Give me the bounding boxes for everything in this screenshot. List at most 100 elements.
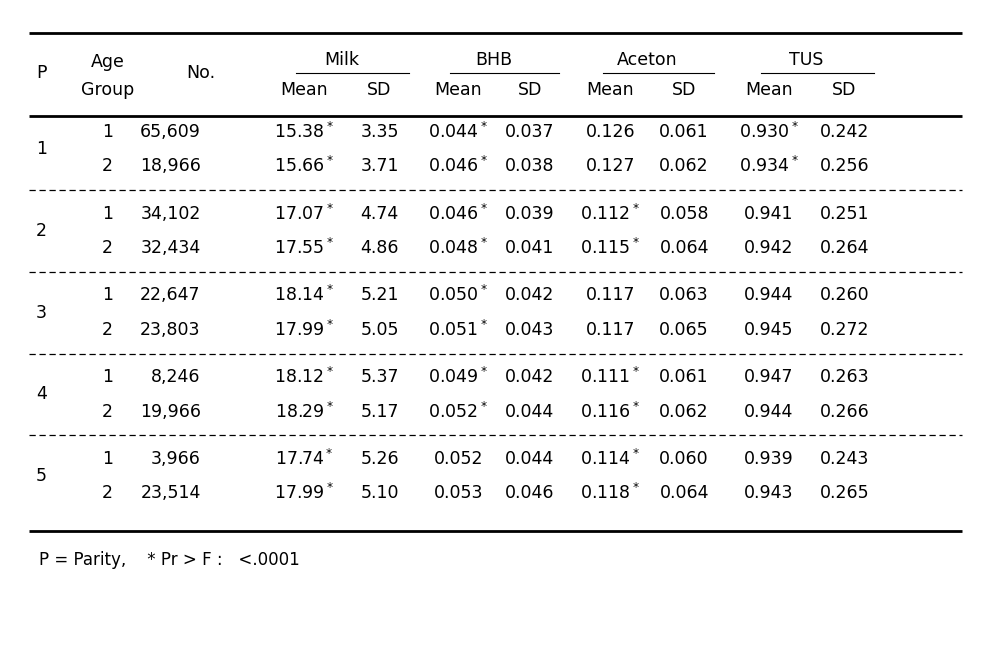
Text: 19,966: 19,966 <box>140 402 201 421</box>
Text: 2: 2 <box>102 239 113 257</box>
Text: 0.052: 0.052 <box>433 450 483 468</box>
Text: 0.260: 0.260 <box>820 287 869 304</box>
Text: 0.266: 0.266 <box>820 402 869 421</box>
Text: 0.114$^*$: 0.114$^*$ <box>581 449 640 469</box>
Text: SD: SD <box>517 82 542 100</box>
Text: 0.942: 0.942 <box>744 239 794 257</box>
Text: 32,434: 32,434 <box>141 239 201 257</box>
Text: 0.934$^*$: 0.934$^*$ <box>738 157 799 177</box>
Text: Mean: Mean <box>587 82 634 100</box>
Text: Age: Age <box>90 52 124 71</box>
Text: BHB: BHB <box>476 50 512 69</box>
Text: 0.043: 0.043 <box>505 321 555 339</box>
Text: 3.35: 3.35 <box>361 123 398 141</box>
Text: SD: SD <box>368 82 391 100</box>
Text: 0.046$^*$: 0.046$^*$ <box>428 157 489 177</box>
Text: 2: 2 <box>102 157 113 175</box>
Text: 0.053: 0.053 <box>433 485 483 502</box>
Text: 0.947: 0.947 <box>744 368 794 386</box>
Text: TUS: TUS <box>789 50 824 69</box>
Text: 0.264: 0.264 <box>820 239 869 257</box>
Text: 22,647: 22,647 <box>140 287 201 304</box>
Text: 4: 4 <box>36 386 47 403</box>
Text: 0.063: 0.063 <box>659 287 709 304</box>
Text: 17.55$^*$: 17.55$^*$ <box>274 238 334 258</box>
Text: 0.044: 0.044 <box>505 450 555 468</box>
Text: 23,514: 23,514 <box>141 485 201 502</box>
Text: 0.127: 0.127 <box>586 157 635 175</box>
Text: 0.116$^*$: 0.116$^*$ <box>581 402 640 422</box>
Text: 0.042: 0.042 <box>505 368 555 386</box>
Text: 18.29$^*$: 18.29$^*$ <box>275 402 333 422</box>
Text: 2: 2 <box>102 485 113 502</box>
Text: 5.37: 5.37 <box>361 368 398 386</box>
Text: 0.044: 0.044 <box>505 402 555 421</box>
Text: 0.944: 0.944 <box>744 402 794 421</box>
Text: 0.041: 0.041 <box>505 239 555 257</box>
Text: 0.058: 0.058 <box>659 204 709 223</box>
Text: 0.939: 0.939 <box>744 450 794 468</box>
Text: 15.38$^*$: 15.38$^*$ <box>274 122 334 142</box>
Text: 0.049$^*$: 0.049$^*$ <box>428 367 489 387</box>
Text: 0.112$^*$: 0.112$^*$ <box>581 204 640 224</box>
Text: 2: 2 <box>102 402 113 421</box>
Text: 5.17: 5.17 <box>361 402 398 421</box>
Text: 0.062: 0.062 <box>659 402 709 421</box>
Text: 18.12$^*$: 18.12$^*$ <box>274 367 334 387</box>
Text: 0.272: 0.272 <box>820 321 869 339</box>
Text: 15.66$^*$: 15.66$^*$ <box>274 157 334 177</box>
Text: 0.111$^*$: 0.111$^*$ <box>581 367 640 387</box>
Text: 4.86: 4.86 <box>361 239 398 257</box>
Text: 0.265: 0.265 <box>820 485 869 502</box>
Text: 0.242: 0.242 <box>820 123 869 141</box>
Text: 17.07$^*$: 17.07$^*$ <box>274 204 334 224</box>
Text: 1: 1 <box>102 204 113 223</box>
Text: Aceton: Aceton <box>617 50 678 69</box>
Text: 4.74: 4.74 <box>361 204 398 223</box>
Text: 0.052$^*$: 0.052$^*$ <box>428 402 489 422</box>
Text: 0.060: 0.060 <box>659 450 709 468</box>
Text: 0.065: 0.065 <box>659 321 709 339</box>
Text: 3: 3 <box>36 303 47 322</box>
Text: Mean: Mean <box>434 82 482 100</box>
Text: 0.251: 0.251 <box>820 204 869 223</box>
Text: 17.74$^*$: 17.74$^*$ <box>275 449 333 469</box>
Text: 5.26: 5.26 <box>361 450 398 468</box>
Text: 0.115$^*$: 0.115$^*$ <box>581 238 640 258</box>
Text: SD: SD <box>672 82 697 100</box>
Text: 0.048$^*$: 0.048$^*$ <box>428 238 489 258</box>
Text: 8,246: 8,246 <box>152 368 201 386</box>
Text: 0.118$^*$: 0.118$^*$ <box>581 483 640 503</box>
Text: 5: 5 <box>36 467 47 485</box>
Text: 17.99$^*$: 17.99$^*$ <box>274 320 334 340</box>
Text: 0.117: 0.117 <box>586 321 635 339</box>
Text: 34,102: 34,102 <box>141 204 201 223</box>
Text: 0.944: 0.944 <box>744 287 794 304</box>
Text: 2: 2 <box>102 321 113 339</box>
Text: P = Parity,    * Pr > F :   <.0001: P = Parity, * Pr > F : <.0001 <box>39 551 299 569</box>
Text: 0.061: 0.061 <box>659 123 709 141</box>
Text: 3.71: 3.71 <box>361 157 398 175</box>
Text: 1: 1 <box>102 123 113 141</box>
Text: Mean: Mean <box>745 82 793 100</box>
Text: 0.050$^*$: 0.050$^*$ <box>428 285 489 305</box>
Text: 0.044$^*$: 0.044$^*$ <box>428 122 489 142</box>
Text: 0.930$^*$: 0.930$^*$ <box>738 122 799 142</box>
Text: 65,609: 65,609 <box>140 123 201 141</box>
Text: 0.039: 0.039 <box>505 204 555 223</box>
Text: 23,803: 23,803 <box>140 321 201 339</box>
Text: 2: 2 <box>36 222 47 240</box>
Text: P: P <box>37 64 47 82</box>
Text: 0.051$^*$: 0.051$^*$ <box>428 320 489 340</box>
Text: 18,966: 18,966 <box>140 157 201 175</box>
Text: 0.062: 0.062 <box>659 157 709 175</box>
Text: 0.941: 0.941 <box>744 204 794 223</box>
Text: 0.263: 0.263 <box>820 368 869 386</box>
Text: 0.061: 0.061 <box>659 368 709 386</box>
Text: 0.042: 0.042 <box>505 287 555 304</box>
Text: 1: 1 <box>36 140 47 158</box>
Text: 17.99$^*$: 17.99$^*$ <box>274 483 334 503</box>
Text: No.: No. <box>186 64 215 82</box>
Text: 0.945: 0.945 <box>744 321 794 339</box>
Text: 5.21: 5.21 <box>361 287 398 304</box>
